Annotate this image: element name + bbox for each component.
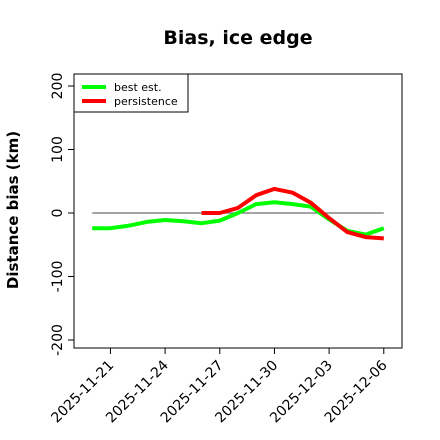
legend: best est. persistence [73, 73, 189, 113]
y-tick-label: 200 [50, 73, 66, 100]
legend-box [73, 73, 189, 113]
y-axis-label: Distance bias (km) [4, 131, 22, 289]
y-tick-label: 0 [50, 209, 66, 218]
y-tick-label: -200 [50, 324, 66, 356]
series-line-persistence [201, 186, 384, 241]
legend-label-persistence: persistence [114, 95, 178, 108]
y-tick-label: 100 [50, 136, 66, 163]
y-tick-label: -100 [50, 261, 66, 293]
chart-title: Bias, ice edge [163, 27, 312, 49]
legend-label-best-est: best est. [114, 81, 162, 94]
plot-frame [73, 73, 403, 349]
